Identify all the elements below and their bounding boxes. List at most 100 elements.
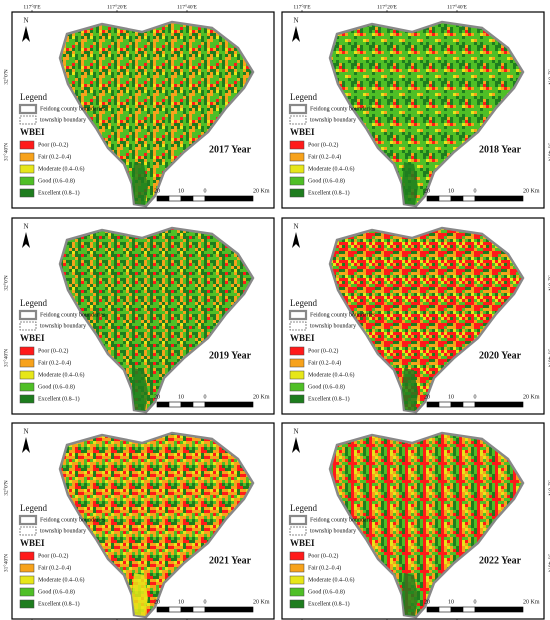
- scale-segment: [462, 401, 476, 408]
- legend-title: Legend: [290, 92, 317, 102]
- county-map: [58, 431, 255, 619]
- index-title: WBEI: [20, 127, 45, 137]
- north-label: N: [293, 17, 298, 25]
- scale-label: 0: [204, 188, 207, 194]
- scale-segment: [474, 195, 524, 202]
- legend-swatch: [19, 551, 35, 561]
- year-label: 2019 Year: [209, 350, 252, 361]
- boundary-label: township boundary: [40, 117, 86, 123]
- legend-swatch: [289, 140, 305, 150]
- scale-segment: [192, 401, 206, 408]
- legend-label: Excellent (0.8–1): [38, 189, 80, 196]
- legend-swatch: [19, 164, 35, 174]
- north-label: N: [23, 428, 28, 436]
- scale-label: 10: [178, 599, 184, 605]
- north-label: N: [23, 223, 28, 231]
- legend-label: Excellent (0.8–1): [308, 600, 350, 607]
- legend-swatch: [289, 164, 305, 174]
- scale-segment: [204, 401, 254, 408]
- index-title: WBEI: [20, 333, 45, 343]
- map-panel: N Legend Feidong county boundaries township…: [2, 217, 275, 415]
- lat-label: 32°0'N: [2, 275, 9, 290]
- scale-segment: [168, 401, 182, 408]
- scale-label: 0: [474, 394, 477, 400]
- scale-label: 20: [154, 394, 160, 400]
- legend-label: Poor (0–0.2): [308, 347, 338, 354]
- legend-label: Good (0.6–0.8): [308, 588, 345, 595]
- map-panel: N Legend Feidong county boundaries township…: [281, 217, 550, 415]
- boundary-swatch: [288, 309, 308, 321]
- county-map: [328, 20, 525, 208]
- legend-label: Moderate (0.4–0.6): [38, 576, 85, 583]
- north-arrow: [292, 232, 300, 248]
- boundary-swatch: [289, 115, 307, 125]
- legend-swatch: [19, 575, 35, 585]
- scale-segment: [438, 401, 452, 408]
- scale-segment: [204, 606, 254, 613]
- scale-label: 20 Km: [523, 394, 540, 400]
- legend-label: Good (0.6–0.8): [38, 588, 75, 595]
- legend-swatch: [19, 599, 35, 609]
- boundary-swatch: [288, 514, 308, 526]
- lon-label: 117°20'E: [377, 3, 398, 10]
- scale-label: 20: [424, 394, 430, 400]
- legend-swatch: [19, 358, 35, 368]
- legend-swatch: [289, 563, 305, 573]
- scale-segment: [426, 401, 440, 408]
- legend-label: Poor (0–0.2): [308, 552, 338, 559]
- index-title: WBEI: [290, 127, 315, 137]
- legend-swatch: [19, 394, 35, 404]
- boundary-label: Feidong county boundaries: [310, 106, 376, 112]
- scale-segment: [426, 195, 440, 202]
- lat-label: 31°40'N: [547, 554, 550, 572]
- legend-label: Moderate (0.4–0.6): [308, 371, 355, 378]
- legend-label: Moderate (0.4–0.6): [308, 576, 355, 583]
- scale-label: 10: [178, 188, 184, 194]
- legend-title: Legend: [20, 92, 47, 102]
- boundary-label: township boundary: [40, 528, 86, 534]
- legend-swatch: [289, 188, 305, 198]
- legend-label: Fair (0.2–0.4): [308, 359, 341, 366]
- scale-segment: [450, 606, 464, 613]
- boundary-swatch: [18, 103, 38, 115]
- map-panel: N Legend Feidong county boundaries township…: [2, 3, 275, 209]
- scale-segment: [168, 195, 182, 202]
- lat-label: 31°40'N: [2, 349, 9, 367]
- boundary-label: township boundary: [310, 528, 356, 534]
- legend-swatch: [289, 382, 305, 392]
- legend-swatch: [19, 382, 35, 392]
- boundary-swatch: [19, 526, 37, 536]
- legend-swatch: [19, 370, 35, 380]
- index-title: WBEI: [290, 538, 315, 548]
- county-tail: [402, 368, 418, 411]
- lon-label: 117°0'E: [23, 3, 41, 10]
- scale-label: 20 Km: [523, 188, 540, 194]
- scale-segment: [474, 401, 524, 408]
- lat-label: 32°0'N: [2, 69, 9, 84]
- lat-label: 32°0'N: [547, 69, 550, 84]
- scale-segment: [156, 606, 170, 613]
- legend-swatch: [19, 587, 35, 597]
- scale-segment: [168, 606, 182, 613]
- boundary-label: Feidong county boundaries: [40, 106, 106, 112]
- scale-label: 20 Km: [253, 394, 270, 400]
- boundary-swatch: [289, 526, 307, 536]
- lat-label: 31°40'N: [547, 143, 550, 161]
- legend-swatch: [289, 587, 305, 597]
- boundary-swatch: [288, 103, 308, 115]
- county-map: [328, 226, 525, 414]
- legend-swatch: [19, 346, 35, 356]
- north-arrow: [22, 26, 30, 42]
- scale-label: 10: [178, 394, 184, 400]
- year-label: 2022 Year: [479, 555, 522, 566]
- legend-swatch: [289, 152, 305, 162]
- scale-segment: [204, 195, 254, 202]
- scale-label: 10: [448, 599, 454, 605]
- legend-swatch: [19, 176, 35, 186]
- scale-segment: [462, 606, 476, 613]
- legend-label: Poor (0–0.2): [308, 141, 338, 148]
- lat-label: 32°0'N: [547, 480, 550, 495]
- legend-label: Fair (0.2–0.4): [308, 564, 341, 571]
- year-label: 2020 Year: [479, 350, 522, 361]
- lat-label: 32°0'N: [547, 275, 550, 290]
